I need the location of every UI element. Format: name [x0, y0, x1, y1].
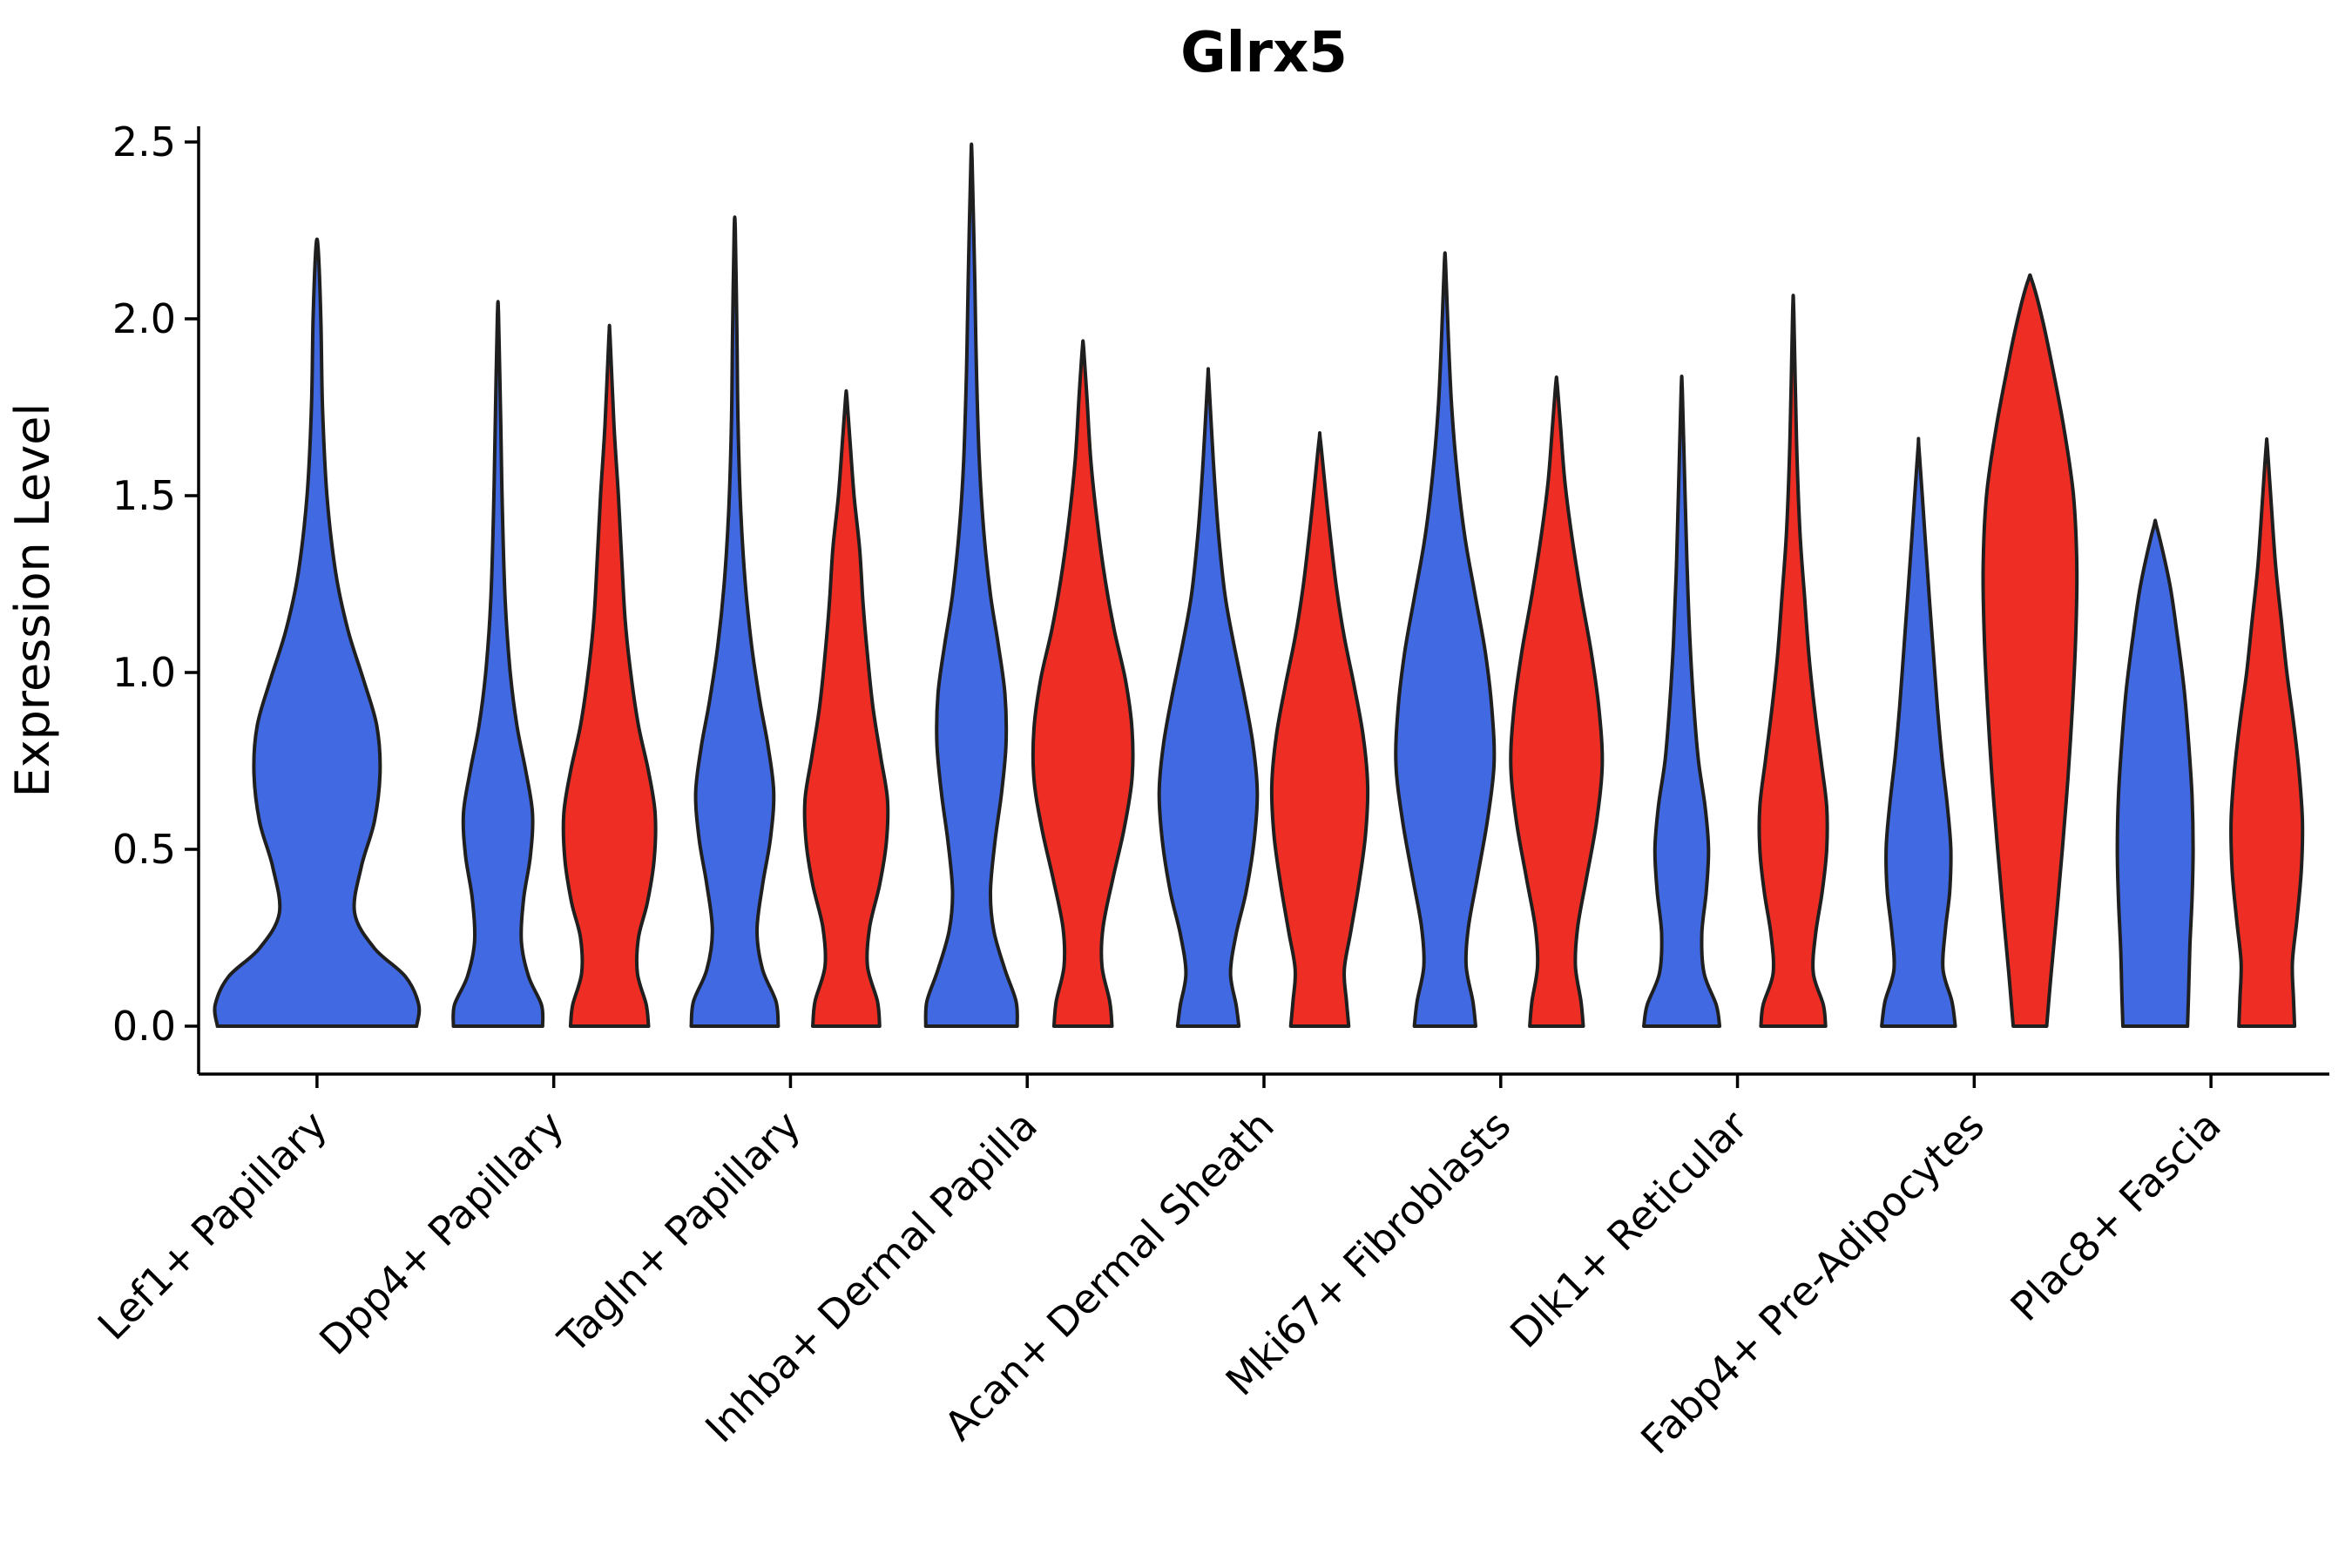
violin-dpp4-papillary-blue [451, 300, 545, 1028]
violin-tagln-papillary-red [802, 389, 890, 1028]
violin-tagln-papillary-blue [689, 215, 781, 1028]
violin-dlk1-reticular-blue [1642, 374, 1722, 1028]
y-tick-label: 2.5 [112, 118, 176, 166]
x-tick-label: Plac8+ Fascia [2001, 1102, 2229, 1330]
violin-inhba-dermal-papilla-blue [923, 142, 1019, 1028]
y-tick-label: 2.0 [112, 295, 176, 342]
violin-mki67-fibroblasts-red [1509, 375, 1605, 1028]
y-tick-label: 0.0 [112, 1003, 176, 1050]
violin-acan-dermal-sheath-blue [1157, 367, 1260, 1028]
y-axis-label: Expression Level [5, 403, 60, 798]
violin-mki67-fibroblasts-blue [1394, 251, 1497, 1028]
x-tick-label: Lef1+ Papillary [89, 1102, 336, 1349]
violin-fabp4-pre-adipocytes-red [1981, 273, 2079, 1028]
violin-acan-dermal-sheath-red [1269, 430, 1370, 1028]
violin-dlk1-reticular-red [1757, 294, 1829, 1028]
x-tick-label: Tagln+ Papillary [549, 1102, 810, 1363]
violin-plac8-fascia-red [2229, 437, 2305, 1028]
x-tick-label: Dlk1+ Reticular [1501, 1102, 1756, 1357]
y-tick-label: 0.5 [112, 826, 176, 873]
violin-plac8-fascia-blue [2115, 518, 2195, 1028]
violin-lef1-papillary-blue [213, 237, 422, 1028]
plot-title: Glrx5 [1180, 21, 1348, 85]
x-tick-label: Dpp4+ Papillary [310, 1102, 572, 1364]
violin-inhba-dermal-papilla-red [1031, 339, 1135, 1028]
violin-fabp4-pre-adipocytes-blue [1880, 436, 1957, 1028]
y-tick-label: 1.0 [112, 649, 176, 696]
violin-dpp4-papillary-red [561, 323, 658, 1028]
y-tick-label: 1.5 [112, 472, 176, 519]
